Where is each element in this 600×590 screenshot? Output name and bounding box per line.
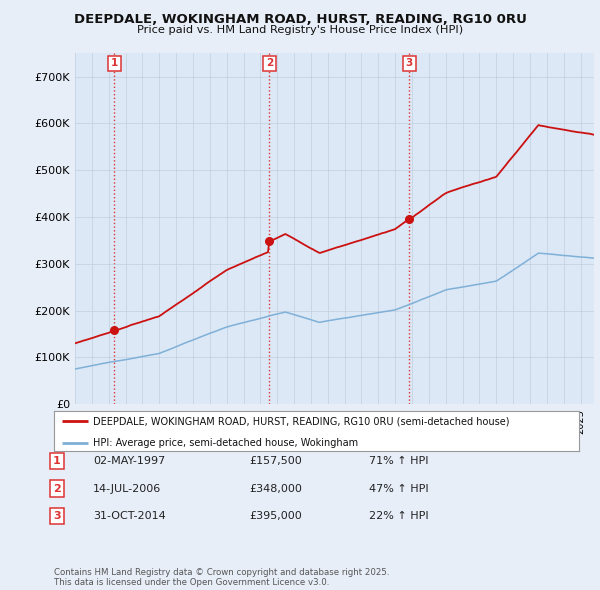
Text: £395,000: £395,000	[249, 511, 302, 520]
Text: 1: 1	[111, 58, 118, 68]
Text: 1: 1	[53, 457, 61, 466]
Text: HPI: Average price, semi-detached house, Wokingham: HPI: Average price, semi-detached house,…	[94, 438, 359, 448]
Text: 3: 3	[53, 511, 61, 520]
Text: DEEPDALE, WOKINGHAM ROAD, HURST, READING, RG10 0RU: DEEPDALE, WOKINGHAM ROAD, HURST, READING…	[74, 13, 526, 26]
Text: £157,500: £157,500	[249, 457, 302, 466]
Text: 2: 2	[53, 484, 61, 493]
Text: 22% ↑ HPI: 22% ↑ HPI	[369, 511, 428, 520]
Text: Contains HM Land Registry data © Crown copyright and database right 2025.
This d: Contains HM Land Registry data © Crown c…	[54, 568, 389, 587]
Text: 3: 3	[406, 58, 413, 68]
Text: DEEPDALE, WOKINGHAM ROAD, HURST, READING, RG10 0RU (semi-detached house): DEEPDALE, WOKINGHAM ROAD, HURST, READING…	[94, 417, 510, 426]
Text: Price paid vs. HM Land Registry's House Price Index (HPI): Price paid vs. HM Land Registry's House …	[137, 25, 463, 35]
Text: 71% ↑ HPI: 71% ↑ HPI	[369, 457, 428, 466]
Text: 47% ↑ HPI: 47% ↑ HPI	[369, 484, 428, 493]
Text: 2: 2	[266, 58, 273, 68]
Text: 14-JUL-2006: 14-JUL-2006	[93, 484, 161, 493]
Text: £348,000: £348,000	[249, 484, 302, 493]
Text: 02-MAY-1997: 02-MAY-1997	[93, 457, 165, 466]
Text: 31-OCT-2014: 31-OCT-2014	[93, 511, 166, 520]
